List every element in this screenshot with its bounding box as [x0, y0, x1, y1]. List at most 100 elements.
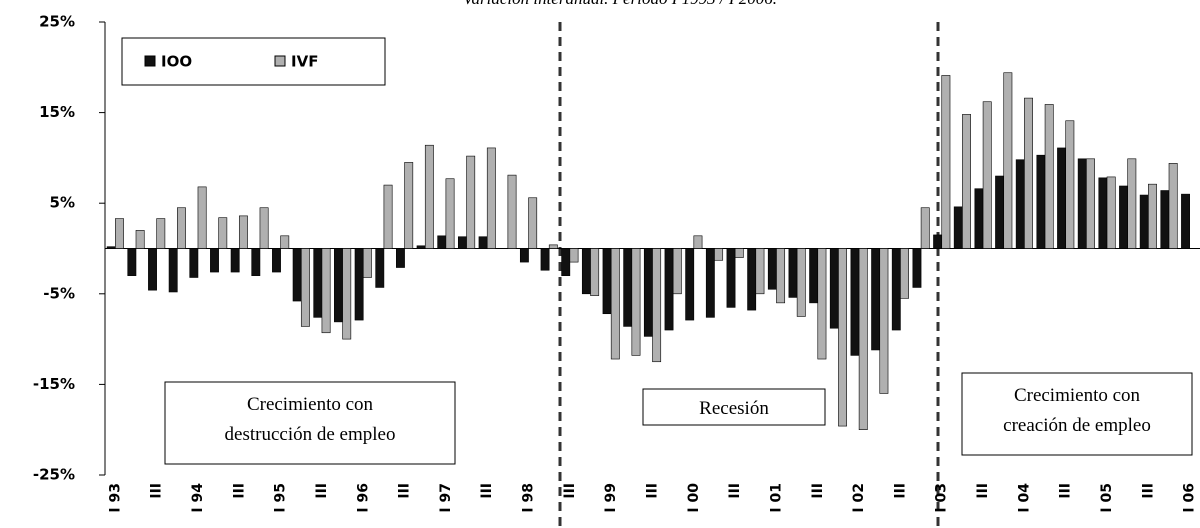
x-tick-label: III	[149, 483, 165, 499]
bar	[300, 248, 310, 327]
bar	[280, 235, 290, 249]
bar	[602, 248, 612, 315]
bar	[829, 248, 839, 329]
x-tick-label: III	[397, 483, 413, 499]
bar	[148, 248, 157, 291]
bar	[705, 248, 715, 318]
bar	[127, 248, 137, 276]
bar	[693, 235, 703, 249]
bar	[610, 248, 620, 360]
bar	[486, 147, 496, 249]
bar	[197, 186, 207, 249]
bar	[168, 248, 178, 293]
bar	[974, 188, 984, 249]
bar	[251, 248, 261, 276]
bar	[1057, 147, 1067, 249]
bar	[1024, 97, 1033, 249]
bar	[1119, 185, 1128, 249]
bar	[1127, 158, 1137, 249]
bar	[437, 235, 447, 249]
bar	[230, 248, 240, 273]
bar	[1036, 154, 1046, 249]
bar	[871, 248, 881, 351]
legend-swatch	[144, 55, 156, 67]
bar	[569, 248, 579, 263]
bar	[189, 248, 199, 278]
bar	[445, 178, 455, 249]
bar	[313, 248, 323, 318]
bar	[623, 248, 633, 327]
x-tick-label: I 06	[1182, 483, 1198, 513]
bar	[1148, 183, 1157, 249]
bar	[672, 248, 682, 295]
bar	[850, 248, 860, 356]
bar	[590, 248, 600, 296]
bar	[457, 236, 467, 249]
bar	[383, 184, 393, 249]
bar	[238, 215, 248, 249]
x-tick-label: I 04	[1016, 483, 1032, 513]
bar	[891, 248, 901, 331]
bar	[342, 248, 352, 340]
y-tick-label: -15%	[33, 375, 75, 393]
bar	[115, 218, 124, 249]
x-tick-label: III	[727, 483, 743, 499]
bar	[1044, 104, 1054, 249]
bar	[561, 248, 571, 276]
bar	[478, 236, 488, 249]
x-tick-label: I 95	[273, 483, 289, 513]
bar	[652, 248, 662, 363]
x-tick-label: III	[1058, 483, 1074, 499]
bar	[1003, 72, 1013, 249]
bar	[734, 248, 744, 258]
bar	[755, 248, 765, 295]
bar	[218, 217, 228, 249]
bar	[685, 248, 695, 321]
x-tick-label: I 93	[107, 483, 123, 513]
bar	[1168, 163, 1178, 249]
bar	[920, 207, 930, 249]
bar	[375, 248, 385, 288]
bar	[581, 248, 591, 295]
bar	[1065, 120, 1075, 249]
annotation: Crecimiento con	[1014, 385, 1141, 406]
x-tick-label: III	[314, 483, 330, 499]
bar	[643, 248, 653, 337]
bar	[548, 244, 558, 249]
bar	[631, 248, 641, 356]
annotation-box	[961, 372, 1193, 456]
bar	[962, 114, 971, 249]
bar	[817, 248, 827, 360]
bar	[528, 197, 538, 249]
x-tick-label: III	[1140, 483, 1156, 499]
bar	[259, 207, 269, 249]
bar	[912, 248, 922, 288]
bar	[941, 75, 951, 249]
x-tick-label: III	[892, 483, 908, 499]
bar	[321, 248, 331, 334]
x-tick-label: I 00	[686, 483, 702, 513]
bar	[1098, 177, 1108, 249]
bar	[767, 248, 777, 290]
bar	[210, 248, 219, 273]
legend-label: IVF	[291, 53, 318, 71]
chart-title: Variación interanual. Período I 1993 / I…	[463, 0, 777, 8]
bar	[900, 248, 909, 299]
bar	[404, 162, 414, 249]
bar	[1077, 158, 1087, 249]
x-tick-label: III	[231, 483, 247, 499]
annotation: creación de empleo	[1003, 415, 1151, 436]
bar	[416, 245, 426, 249]
x-tick-label: III	[810, 483, 826, 499]
legend-label: IOO	[161, 53, 192, 71]
bar	[838, 248, 848, 427]
y-tick-label: -5%	[43, 284, 75, 302]
x-tick-label: III	[645, 483, 661, 499]
x-tick-label: I 01	[768, 483, 784, 513]
bar	[507, 174, 517, 249]
legend	[121, 37, 386, 86]
bar	[788, 248, 798, 298]
bar	[995, 175, 1005, 249]
x-tick-label: I 05	[1099, 483, 1115, 513]
